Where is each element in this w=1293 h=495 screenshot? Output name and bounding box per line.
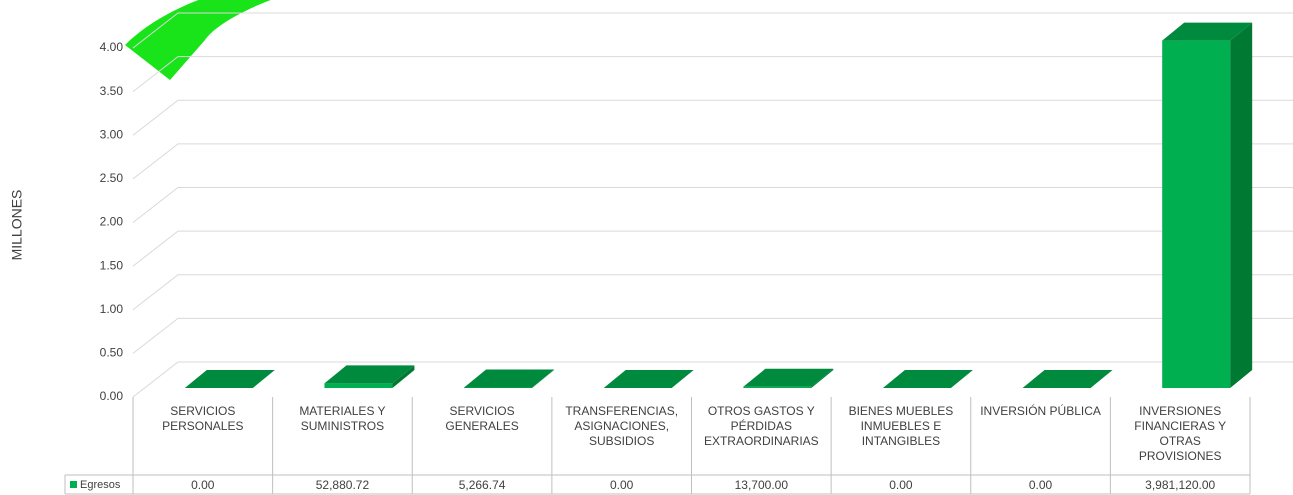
data-label: 3,981,120.00 bbox=[1145, 478, 1216, 492]
bar bbox=[324, 365, 415, 388]
bar bbox=[1022, 370, 1113, 388]
bar-top bbox=[882, 370, 973, 388]
bar bbox=[1162, 22, 1253, 389]
bar bbox=[603, 370, 694, 388]
x-tick-label: TRANSFERENCIAS, ASIGNACIONES, SUBSIDIOS bbox=[565, 404, 679, 448]
y-tick-label: 2.00 bbox=[100, 215, 124, 229]
bar-side bbox=[392, 365, 415, 388]
grid-line bbox=[132, 99, 1293, 136]
data-label: 0.00 bbox=[191, 478, 215, 492]
bar-side bbox=[811, 368, 834, 388]
y-tick-label: 0.50 bbox=[100, 346, 124, 360]
x-tick-label: INVERSIÓN PÚBLICA bbox=[980, 404, 1101, 418]
grid-line bbox=[132, 187, 1293, 223]
bar-top bbox=[1162, 22, 1253, 41]
bar-front bbox=[1162, 40, 1231, 389]
x-tick-label: SERVICIOS GENERALES bbox=[445, 404, 519, 433]
data-label: 0.00 bbox=[610, 478, 634, 492]
legend-label: Egresos bbox=[80, 479, 121, 491]
y-tick-label: 3.50 bbox=[100, 84, 124, 98]
x-tick-label: SERVICIOS PERSONALES bbox=[162, 404, 244, 433]
x-tick-label: BIENES MUEBLES INMUEBLES E INTANGIBLES bbox=[848, 404, 954, 448]
grid-line bbox=[132, 56, 1293, 93]
bar bbox=[464, 369, 555, 388]
data-label: 0.00 bbox=[889, 478, 913, 492]
bar-top bbox=[743, 368, 834, 387]
bar-top bbox=[1022, 370, 1113, 388]
y-tick-label: 1.00 bbox=[100, 302, 124, 316]
bar bbox=[184, 370, 275, 388]
grid-line bbox=[132, 230, 1293, 267]
watermark bbox=[125, 0, 271, 80]
bar-top bbox=[184, 370, 275, 388]
grid-line bbox=[132, 12, 1293, 49]
grid-line bbox=[132, 143, 1293, 180]
bar-side bbox=[1230, 22, 1253, 389]
y-tick-label: 1.50 bbox=[100, 258, 124, 272]
bar-front bbox=[324, 383, 393, 388]
grid-line bbox=[132, 317, 1293, 354]
y-tick-label: 4.00 bbox=[100, 40, 124, 54]
x-tick-label: INVERSIONES FINANCIERAS Y OTRAS PROVISIO… bbox=[1134, 404, 1227, 463]
bar-side bbox=[532, 369, 555, 388]
grid-line bbox=[132, 274, 1293, 311]
data-label: 0.00 bbox=[1028, 478, 1053, 492]
bar bbox=[882, 370, 973, 388]
y-axis-title: MILLONES bbox=[9, 190, 25, 261]
bar bbox=[743, 368, 834, 388]
data-label: 52,880.72 bbox=[315, 478, 370, 492]
grid-line bbox=[132, 361, 1293, 398]
data-label: 5,266.74 bbox=[458, 478, 506, 492]
x-tick-label: MATERIALES Y SUMINISTROS bbox=[299, 404, 386, 433]
y-tick-label: 3.00 bbox=[100, 127, 124, 141]
bar-top bbox=[603, 370, 694, 388]
y-tick-label: 0.00 bbox=[100, 389, 124, 403]
legend-swatch bbox=[70, 481, 77, 488]
bar-top bbox=[324, 365, 415, 384]
data-label: 13,700.00 bbox=[734, 478, 788, 492]
bar-front bbox=[743, 386, 812, 388]
bar-top bbox=[464, 369, 555, 388]
y-tick-label: 2.50 bbox=[100, 171, 124, 185]
x-tick-label: OTROS GASTOS Y PÉRDIDAS EXTRAORDINARIAS bbox=[703, 404, 819, 448]
